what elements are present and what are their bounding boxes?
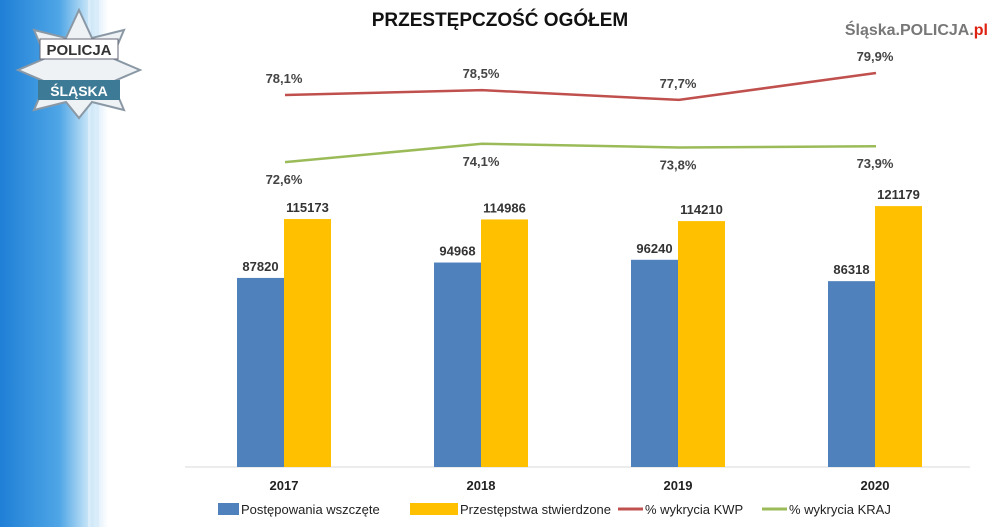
- legend-label: Postępowania wszczęte: [241, 502, 380, 517]
- bar-przestepstwa-2018: [481, 219, 528, 467]
- legend-label: Przestępstwa stwierdzone: [460, 502, 611, 517]
- chart-title: PRZESTĘPCZOŚĆ OGÓŁEM: [371, 10, 629, 31]
- bar-postepowania-2017: [237, 277, 284, 467]
- bar-przestepstwa-2019: [678, 221, 725, 467]
- bar-przestepstwa-2017: [284, 219, 331, 467]
- line-data-label: 73,8%: [660, 157, 697, 172]
- watermark: Śląska.POLICJA.pl: [844, 22, 988, 39]
- bar-data-label: 86318: [833, 262, 869, 277]
- logo-bottom-text: ŚLĄSKA: [50, 82, 108, 99]
- x-tick-label: 2018: [467, 478, 496, 493]
- legend-swatch: [218, 503, 239, 515]
- bar-data-label: 96240: [636, 241, 672, 256]
- bar-przestepstwa-2020: [875, 206, 922, 467]
- bar-postepowania-2020: [828, 281, 875, 467]
- line-data-label: 72,6%: [266, 172, 303, 187]
- legend-swatch: [410, 503, 458, 515]
- police-badge-logo: POLICJA ŚLĄSKA: [15, 8, 143, 120]
- line-data-label: 74,1%: [463, 154, 500, 169]
- bar-data-label: 87820: [242, 259, 278, 274]
- line-data-label: 79,9%: [857, 49, 894, 64]
- x-tick-label: 2017: [270, 478, 299, 493]
- line-data-label: 78,1%: [266, 71, 303, 86]
- bar-data-label: 114986: [483, 200, 526, 215]
- bar-postepowania-2018: [434, 262, 481, 467]
- bar-data-label: 121179: [877, 187, 920, 202]
- legend-label: % wykrycia KRAJ: [789, 502, 891, 517]
- x-tick-label: 2019: [664, 478, 693, 493]
- bar-data-label: 115173: [286, 200, 329, 215]
- x-tick-label: 2020: [861, 478, 890, 493]
- bar-data-label: 114210: [680, 202, 723, 217]
- line-data-label: 78,5%: [463, 66, 500, 81]
- line-kraj: [284, 142, 877, 164]
- bar-data-label: 94968: [439, 244, 475, 259]
- logo-top-text: POLICJA: [46, 42, 111, 59]
- bar-postepowania-2019: [631, 259, 678, 467]
- line-data-label: 77,7%: [660, 76, 697, 91]
- legend-label: % wykrycia KWP: [645, 502, 743, 517]
- line-data-label: 73,9%: [857, 156, 894, 171]
- line-kwp: [284, 71, 877, 102]
